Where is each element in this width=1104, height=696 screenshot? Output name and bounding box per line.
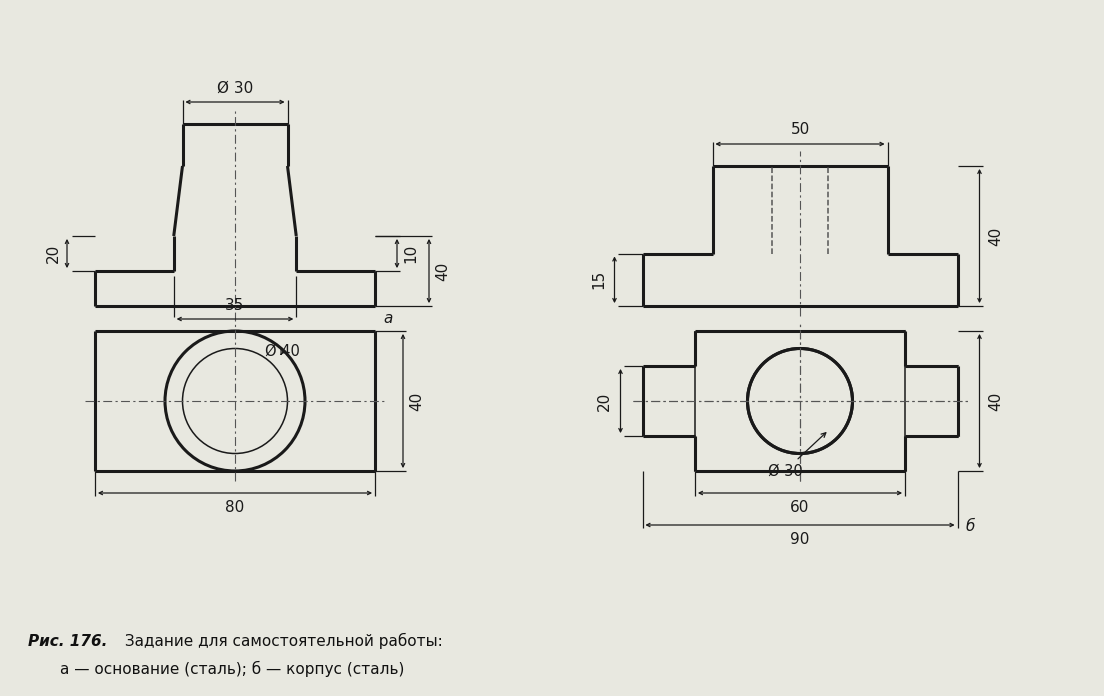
Text: а: а (383, 311, 392, 326)
Text: 40: 40 (435, 262, 450, 280)
Text: 20: 20 (45, 244, 61, 263)
Text: 40: 40 (410, 391, 425, 411)
Text: 10: 10 (403, 244, 418, 263)
Text: Ø 30: Ø 30 (767, 433, 826, 479)
Text: б: б (966, 519, 975, 534)
Text: 15: 15 (591, 270, 606, 290)
Text: 40: 40 (988, 391, 1004, 411)
Text: 35: 35 (225, 297, 245, 313)
Text: а — основание (сталь); б — корпус (сталь): а — основание (сталь); б — корпус (сталь… (60, 661, 404, 677)
Text: 40: 40 (988, 226, 1004, 246)
Text: Рис. 176.: Рис. 176. (28, 633, 107, 649)
Text: Задание для самостоятельной работы:: Задание для самостоятельной работы: (120, 633, 443, 649)
Text: 60: 60 (790, 500, 809, 514)
Text: 50: 50 (790, 122, 809, 138)
Text: Ø 30: Ø 30 (216, 81, 253, 95)
Text: 80: 80 (225, 500, 245, 516)
Text: 20: 20 (597, 391, 612, 411)
Text: 90: 90 (790, 532, 809, 546)
Text: Ø 40: Ø 40 (265, 344, 300, 359)
